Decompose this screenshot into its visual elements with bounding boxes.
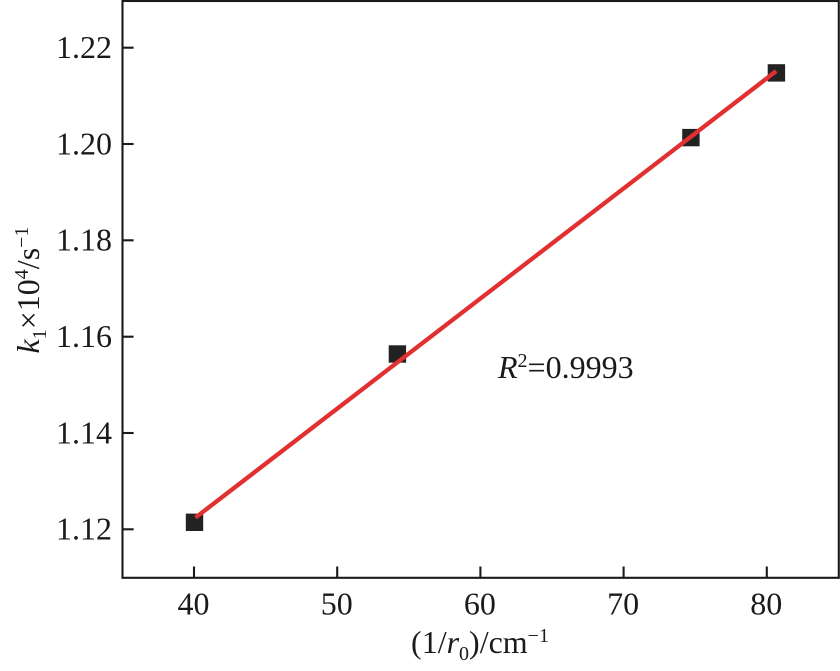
svg-text:1.16: 1.16 — [56, 318, 112, 354]
svg-text:1.12: 1.12 — [56, 511, 112, 547]
svg-text:k1×104/s−1: k1×104/s−1 — [10, 227, 51, 354]
svg-text:70: 70 — [607, 586, 639, 622]
svg-text:50: 50 — [321, 586, 353, 622]
svg-text:1.20: 1.20 — [56, 125, 112, 161]
svg-text:1.22: 1.22 — [56, 29, 112, 65]
svg-text:1.14: 1.14 — [56, 414, 112, 450]
svg-text:(1/r0)/cm−1: (1/r0)/cm−1 — [411, 624, 549, 665]
svg-text:40: 40 — [178, 586, 210, 622]
svg-text:R2=0.9993: R2=0.9993 — [497, 349, 634, 385]
svg-text:1.18: 1.18 — [56, 222, 112, 258]
svg-text:80: 80 — [750, 586, 782, 622]
svg-text:60: 60 — [464, 586, 496, 622]
